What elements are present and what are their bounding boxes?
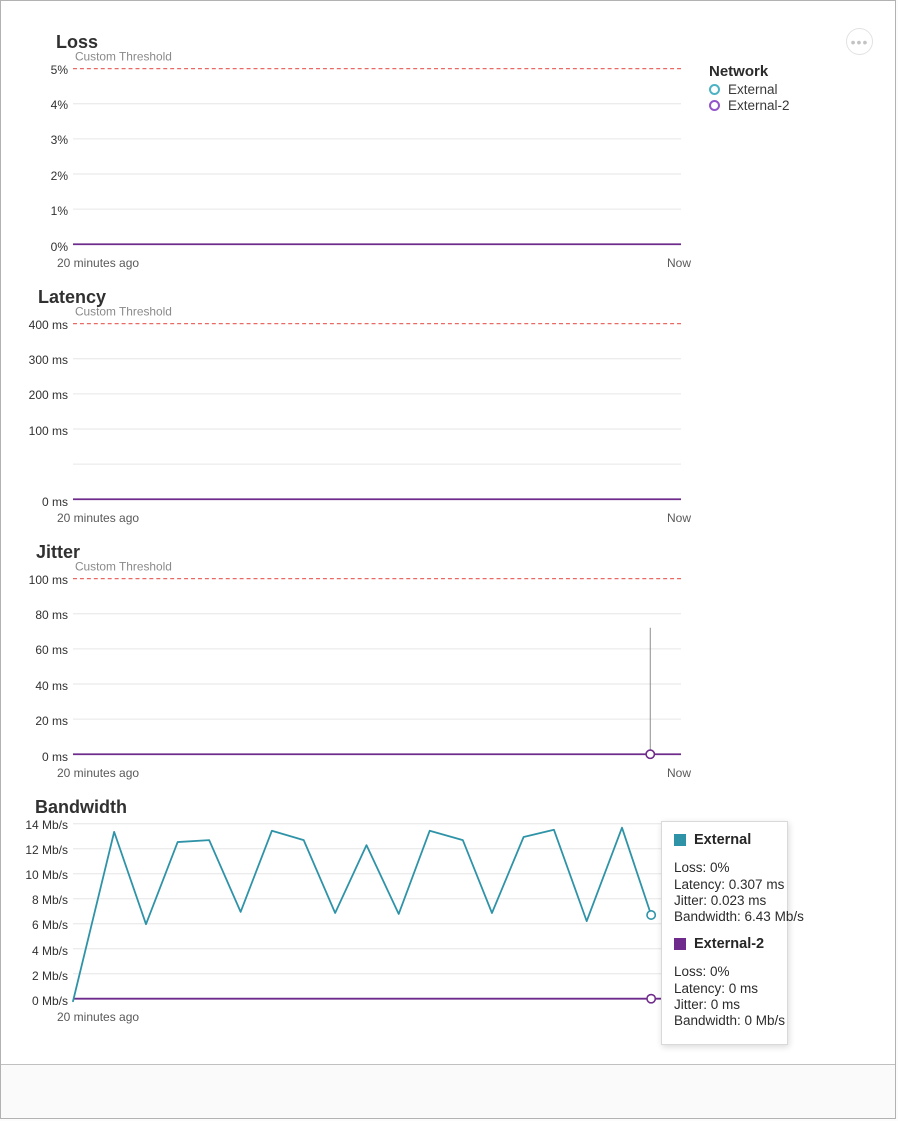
svg-text:Custom Threshold: Custom Threshold [75,49,172,63]
svg-text:Custom Threshold: Custom Threshold [75,559,172,573]
svg-text:Custom Threshold: Custom Threshold [75,304,172,318]
